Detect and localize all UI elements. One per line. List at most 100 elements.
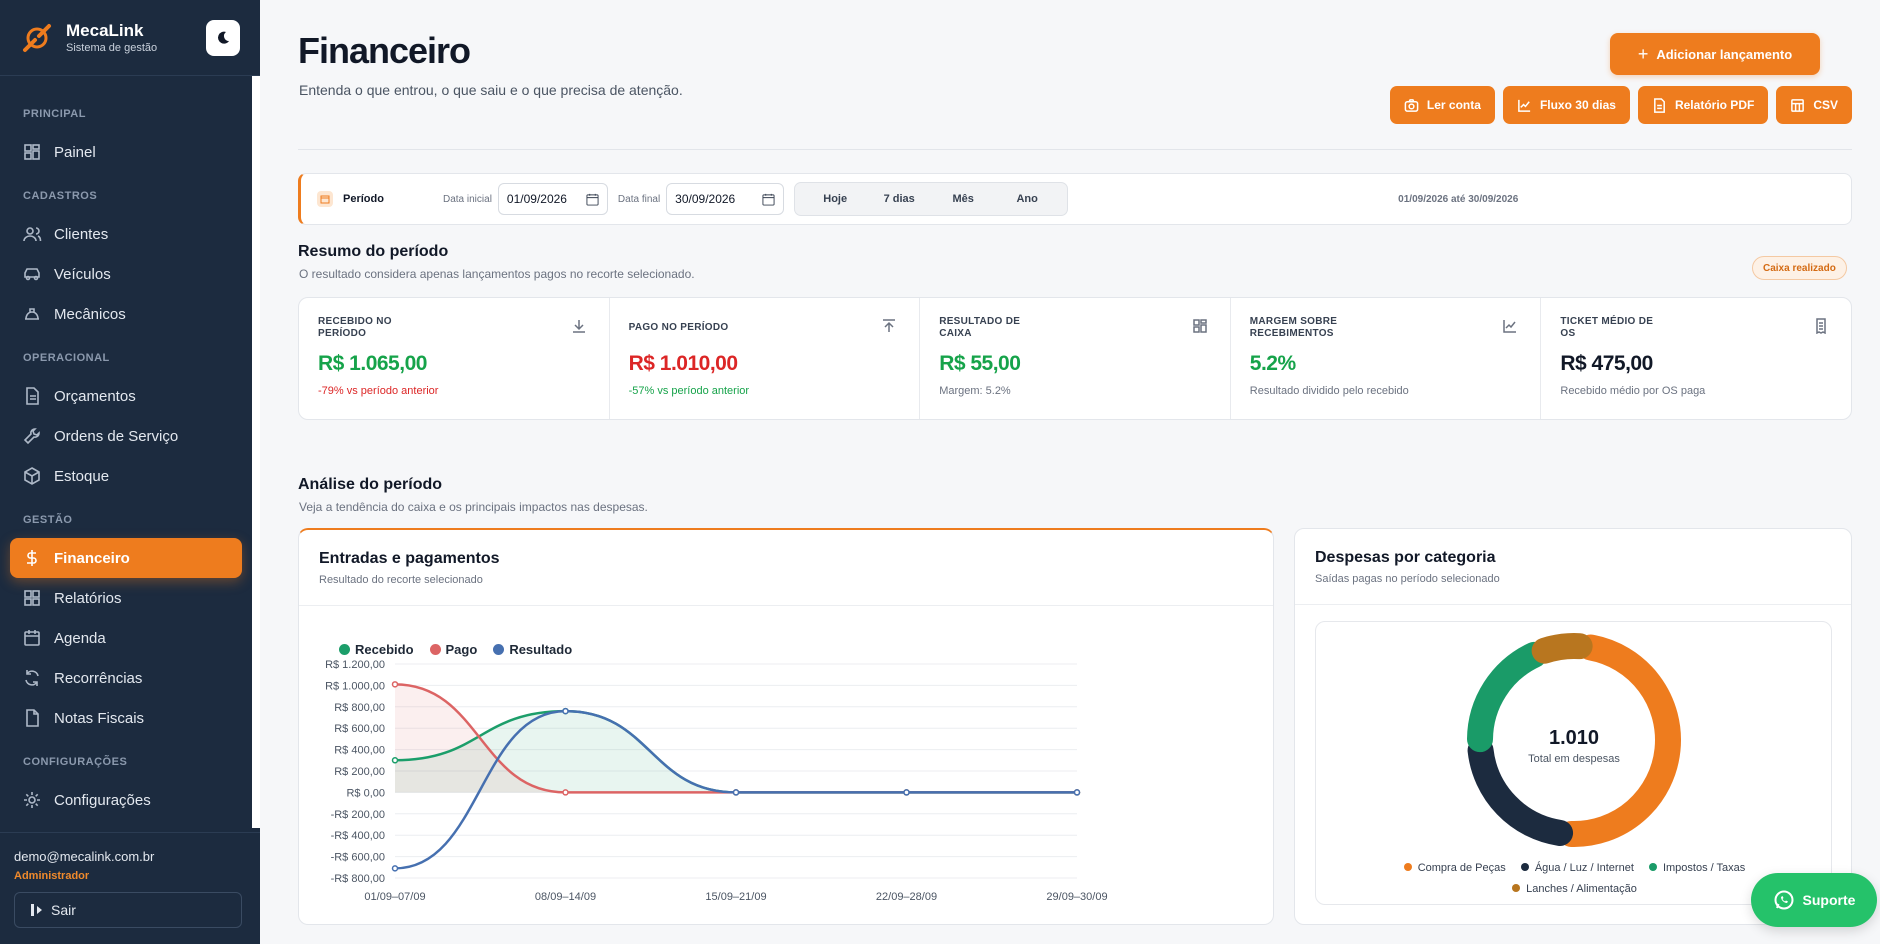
pdf-report-button[interactable]: Relatório PDF — [1637, 86, 1769, 124]
legend-label: Lanches / Alimentação — [1526, 883, 1637, 895]
status-badge: Caixa realizado — [1752, 256, 1847, 280]
sidebar-item-estoque[interactable]: Estoque — [0, 456, 252, 496]
donut-legend-item[interactable]: Impostos / Taxas — [1648, 862, 1746, 874]
sidebar-item-financeiro[interactable]: Financeiro — [10, 538, 242, 578]
sidebar-item-notas[interactable]: Notas Fiscais — [0, 698, 252, 738]
end-date-field[interactable]: 30/09/2026 — [666, 183, 785, 215]
upload-icon — [883, 319, 896, 332]
sidebar-item-ordens[interactable]: Ordens de Serviço — [0, 416, 252, 456]
sidebar-item-label: Veículos — [54, 265, 111, 283]
users-icon — [23, 227, 42, 242]
sidebar: MecaLink Sistema de gestão PRINCIPAL Pai… — [0, 0, 260, 944]
donut-slice — [1558, 634, 1681, 847]
donut-legend-item[interactable]: Água / Luz / Internet — [1520, 862, 1634, 874]
y-tick-label: R$ 1.000,00 — [325, 680, 385, 692]
donut-legend-item[interactable]: Compra de Peças — [1403, 862, 1506, 874]
kpi-value: R$ 1.065,00 — [318, 352, 427, 375]
sidebar-item-painel[interactable]: Painel — [0, 132, 252, 172]
kpi-row: RECEBIDO NO PERÍODO R$ 1.065,00 -79% vs … — [298, 297, 1852, 420]
legend-item-resultado[interactable]: Resultado — [493, 642, 572, 657]
legend-label: Compra de Peças — [1417, 862, 1506, 874]
analysis-subtitle: Veja a tendência do caixa e os principai… — [299, 500, 648, 514]
y-tick-label: R$ 400,00 — [334, 745, 385, 757]
donut-legend-item[interactable]: Lanches / Alimentação — [1512, 883, 1637, 895]
end-date-value: 30/09/2026 — [675, 192, 736, 206]
line-chart: R$ 1.200,00 R$ 1.000,00 R$ 800,00 R$ 600,00… — [325, 659, 1108, 903]
divider — [298, 149, 1852, 150]
chart-line-icon — [1503, 320, 1517, 333]
plus-icon: + — [1637, 43, 1649, 64]
legend-label: Resultado — [509, 642, 573, 657]
x-tick-label: 01/09–07/09 — [364, 891, 425, 903]
read-bill-button[interactable]: Ler conta — [1389, 86, 1495, 124]
support-button[interactable]: Suporte — [1751, 873, 1877, 927]
sidebar-item-recorrencias[interactable]: Recorrências — [0, 658, 252, 698]
sidebar-item-label: Configurações — [54, 791, 151, 809]
kpi-note: Recebido médio por OS paga — [1560, 385, 1706, 397]
preset-7days-button[interactable]: 7 dias — [883, 193, 915, 205]
data-point — [562, 789, 569, 796]
sidebar-item-clientes[interactable]: Clientes — [0, 214, 252, 254]
sidebar-item-veiculos[interactable]: Veículos — [0, 254, 252, 294]
legend-item-recebido[interactable]: Recebido — [339, 642, 414, 657]
logout-icon — [31, 904, 42, 916]
cash-flow-button[interactable]: Fluxo 30 dias — [1502, 86, 1630, 124]
x-tick-label: 15/09–21/09 — [705, 891, 766, 903]
kpi-margin: MARGEM SOBRE RECEBIMENTOS 5.2% Resultado… — [1231, 298, 1542, 419]
nav-section-configuracoes: CONFIGURAÇÕES — [23, 756, 128, 768]
nav-section-gestao: GESTÃO — [23, 514, 73, 526]
brand-name: MecaLink — [66, 21, 144, 40]
add-entry-button[interactable]: + Adicionar lançamento — [1610, 33, 1820, 75]
kpi-paid: PAGO NO PERÍODO R$ 1.010,00 -57% vs perí… — [610, 298, 921, 419]
nav-section-principal: PRINCIPAL — [23, 108, 86, 120]
summary-subtitle: O resultado considera apenas lançamentos… — [299, 267, 695, 281]
donut-chart-card: Despesas por categoria Saídas pagas no p… — [1294, 528, 1852, 925]
sidebar-scrollbar[interactable] — [252, 76, 260, 828]
data-point — [903, 789, 910, 796]
whatsapp-icon — [1774, 890, 1794, 910]
preset-today-button[interactable]: Hoje — [823, 193, 848, 205]
logout-button[interactable]: Sair — [14, 892, 242, 928]
camera-icon — [1404, 98, 1419, 112]
sidebar-item-orcamentos[interactable]: Orçamentos — [0, 376, 252, 416]
sidebar-nav: PRINCIPAL Painel CADASTROS Clientes Veíc… — [0, 96, 252, 820]
preset-year-button[interactable]: Ano — [1016, 193, 1038, 205]
kpi-received: RECEBIDO NO PERÍODO R$ 1.065,00 -79% vs … — [299, 298, 610, 419]
start-date-label: Data inicial — [443, 193, 492, 205]
document-icon — [26, 387, 39, 405]
y-tick-label: -R$ 800,00 — [331, 873, 385, 885]
donut-center-label: Total em despesas — [1528, 753, 1620, 765]
pdf-report-label: Relatório PDF — [1674, 98, 1755, 112]
download-icon — [572, 320, 585, 333]
sidebar-item-label: Painel — [54, 143, 96, 161]
data-point — [1073, 789, 1081, 796]
kpi-note: -57% vs período anterior — [628, 385, 750, 397]
card-subtitle: Resultado do recorte selecionado — [319, 574, 483, 586]
summary-title: Resumo do período — [298, 243, 449, 260]
grid-icon — [24, 590, 40, 606]
series-area — [395, 711, 1077, 793]
action-bar: Ler conta Fluxo 30 dias Relatório PDF CS… — [1389, 86, 1852, 124]
kpi-value: 5.2% — [1249, 352, 1296, 375]
sidebar-item-label: Estoque — [54, 467, 110, 485]
sidebar-item-configuracoes[interactable]: Configurações — [0, 780, 252, 820]
preset-month-button[interactable]: Mês — [952, 193, 974, 205]
kpi-note: -79% vs período anterior — [318, 385, 439, 397]
csv-button[interactable]: CSV — [1776, 86, 1852, 124]
sidebar-item-agenda[interactable]: Agenda — [0, 618, 252, 658]
legend-item-pago[interactable]: Pago — [429, 642, 477, 657]
card-subtitle: Saídas pagas no período selecionado — [1315, 573, 1500, 585]
sidebar-item-label: Clientes — [54, 225, 109, 243]
data-point — [391, 865, 399, 872]
legend-label: Impostos / Taxas — [1662, 862, 1746, 874]
card-title: Entradas e pagamentos — [319, 550, 500, 567]
kpi-note: Resultado dividido pelo recebido — [1249, 385, 1409, 397]
brand: MecaLink Sistema de gestão — [0, 0, 260, 76]
user-email: demo@mecalink.com.br — [14, 849, 155, 864]
moon-icon — [218, 31, 229, 44]
theme-toggle-button[interactable] — [206, 19, 240, 56]
start-date-field[interactable]: 01/09/2026 — [497, 183, 608, 215]
donut-slice — [1467, 641, 1548, 753]
sidebar-item-mecanicos[interactable]: Mecânicos — [0, 294, 252, 334]
sidebar-item-relatorios[interactable]: Relatórios — [0, 578, 252, 618]
